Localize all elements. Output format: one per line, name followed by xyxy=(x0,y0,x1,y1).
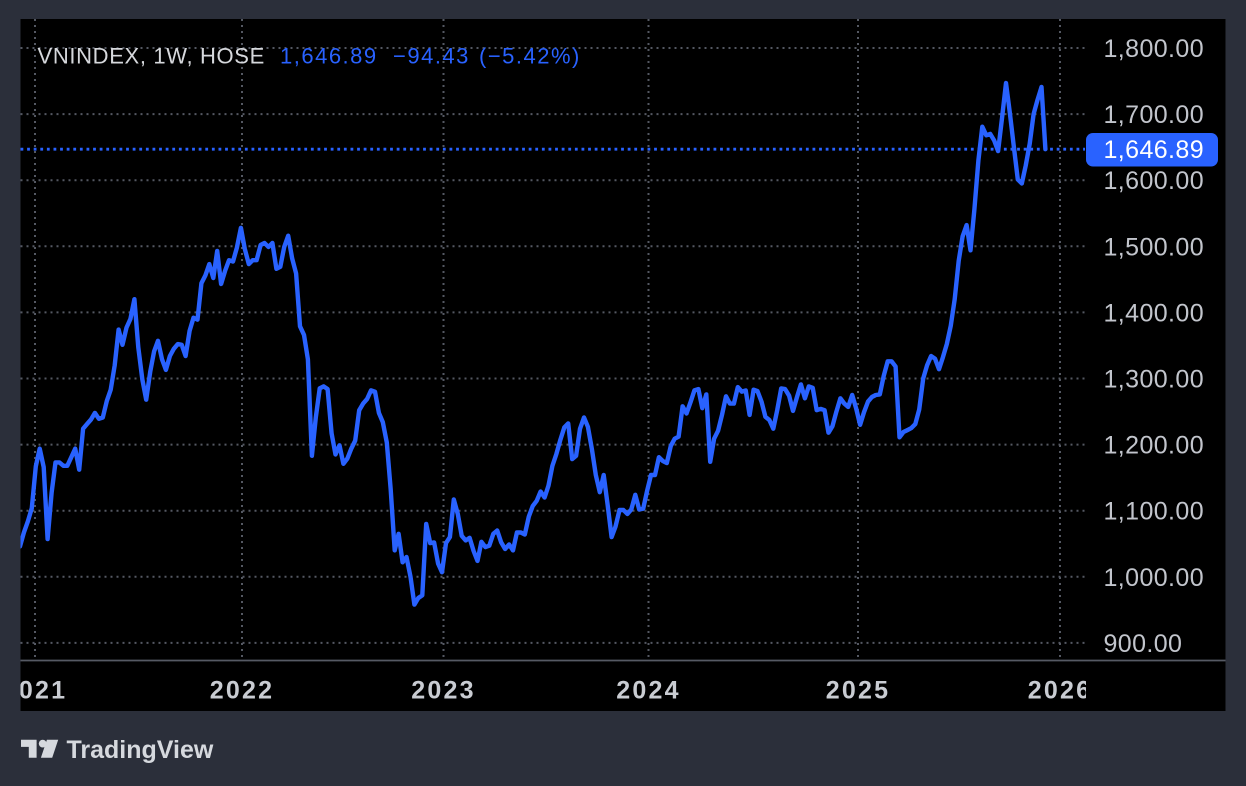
svg-text:2026: 2026 xyxy=(1028,676,1092,704)
svg-text:1,800.00: 1,800.00 xyxy=(1104,35,1205,63)
svg-text:1,100.00: 1,100.00 xyxy=(1104,498,1205,526)
svg-text:900.00: 900.00 xyxy=(1104,630,1183,658)
svg-text:2025: 2025 xyxy=(826,676,890,704)
svg-text:2021: 2021 xyxy=(3,676,67,704)
svg-text:2024: 2024 xyxy=(616,676,680,704)
svg-text:1,000.00: 1,000.00 xyxy=(1104,564,1205,592)
svg-text:1,500.00: 1,500.00 xyxy=(1104,233,1205,261)
svg-text:1,300.00: 1,300.00 xyxy=(1104,366,1205,394)
svg-text:1,600.00: 1,600.00 xyxy=(1104,167,1205,195)
svg-text:VNINDEX, 1W, HOSE: VNINDEX, 1W, HOSE xyxy=(38,43,265,68)
svg-text:1,400.00: 1,400.00 xyxy=(1104,299,1205,327)
svg-text:1,700.00: 1,700.00 xyxy=(1104,101,1205,129)
svg-text:2023: 2023 xyxy=(411,676,475,704)
svg-text:TradingView: TradingView xyxy=(67,736,214,764)
svg-text:1,646.89: 1,646.89 xyxy=(1104,136,1205,164)
svg-text:2022: 2022 xyxy=(210,676,274,704)
svg-text:1,646.89−94.43(−5.42%): 1,646.89 −94.43 (−5.42%) xyxy=(280,43,581,68)
svg-text:1,200.00: 1,200.00 xyxy=(1104,432,1205,460)
